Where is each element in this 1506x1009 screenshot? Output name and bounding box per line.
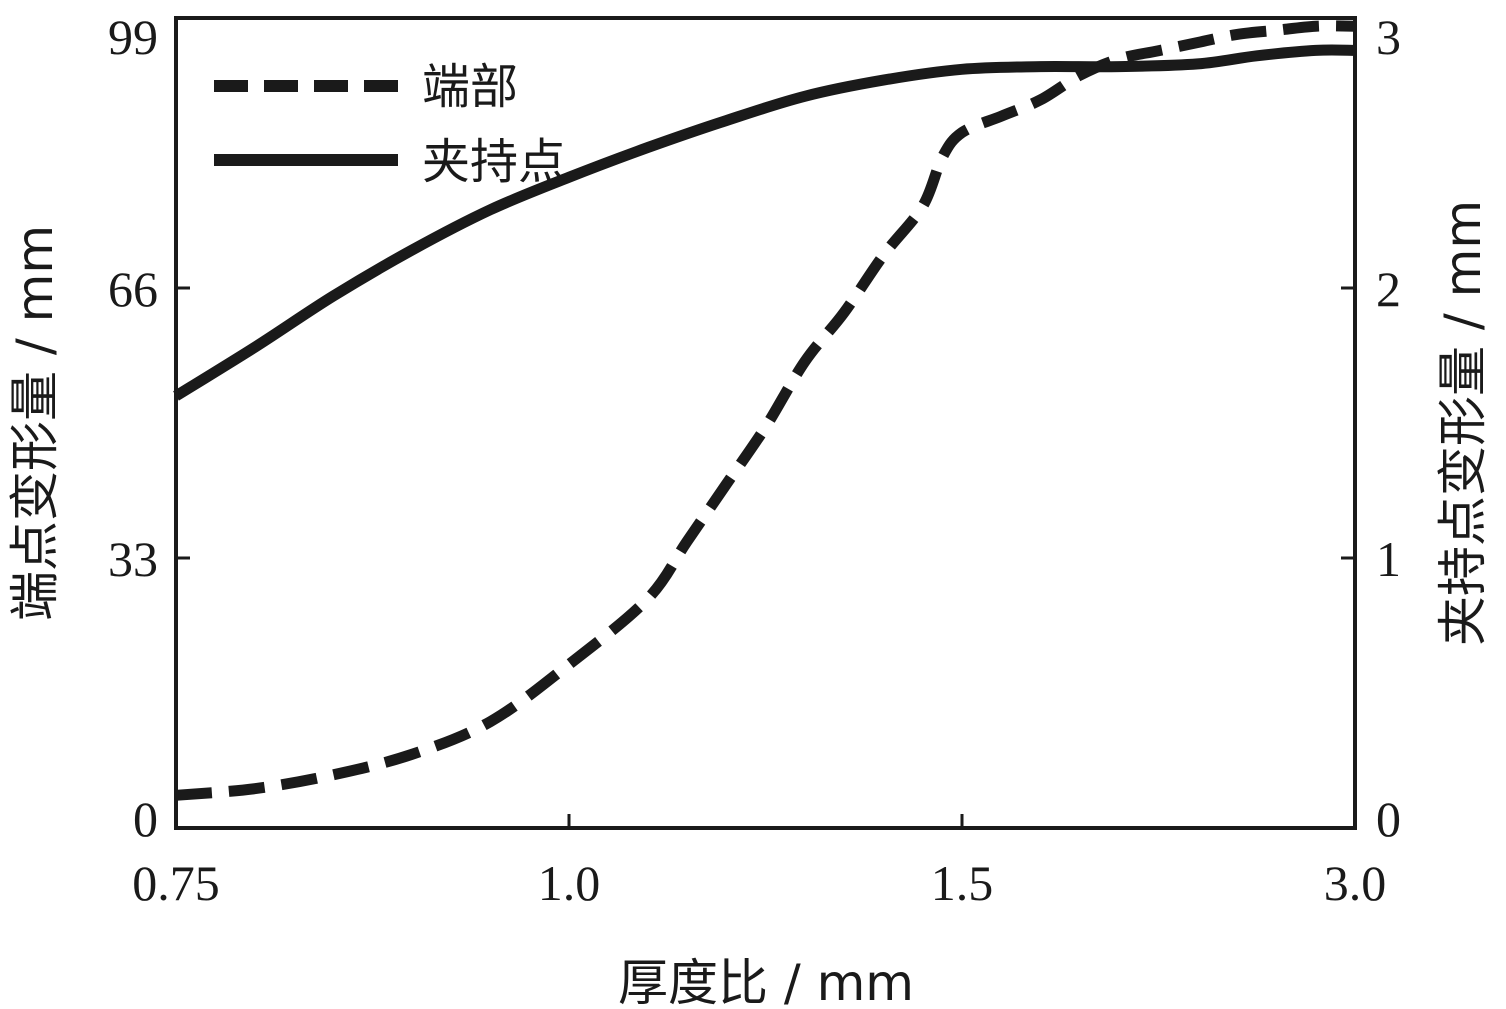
axis-ticks xyxy=(176,286,1355,828)
legend-label-clamp: 夹持点 xyxy=(422,134,566,190)
x-axis-title: 厚度比 / mm xyxy=(618,954,914,1009)
plot-area xyxy=(173,20,1356,801)
x-tick-label: 1.5 xyxy=(931,855,994,911)
y-left-tick-label: 99 xyxy=(108,9,158,65)
y-axis-left-title: 端点变形量 / mm xyxy=(6,225,64,621)
plot-frame xyxy=(174,16,1357,830)
y-axis-right-title: 夹持点变形量 / mm xyxy=(1434,200,1492,646)
axis-tick-labels: 0.75 1.0 1.5 3.0 0 33 66 99 0 1 2 3 xyxy=(108,9,1401,911)
y-right-tick-label: 3 xyxy=(1376,9,1401,65)
y-left-tick-label: 0 xyxy=(133,791,158,847)
y-left-tick-label: 33 xyxy=(108,531,158,587)
series-line-clamp xyxy=(173,44,1356,401)
x-tick-label: 1.0 xyxy=(538,855,601,911)
legend: 端部 夹持点 xyxy=(214,59,566,190)
y-right-tick-label: 1 xyxy=(1376,531,1401,587)
legend-label-end: 端部 xyxy=(422,59,518,115)
y-right-tick-label: 0 xyxy=(1376,791,1401,847)
series-line-end xyxy=(175,20,1356,801)
x-tick-label: 3.0 xyxy=(1324,855,1387,911)
y-left-tick-label: 66 xyxy=(108,261,158,317)
y-right-tick-label: 2 xyxy=(1376,261,1401,317)
x-tick-label: 0.75 xyxy=(132,855,220,911)
